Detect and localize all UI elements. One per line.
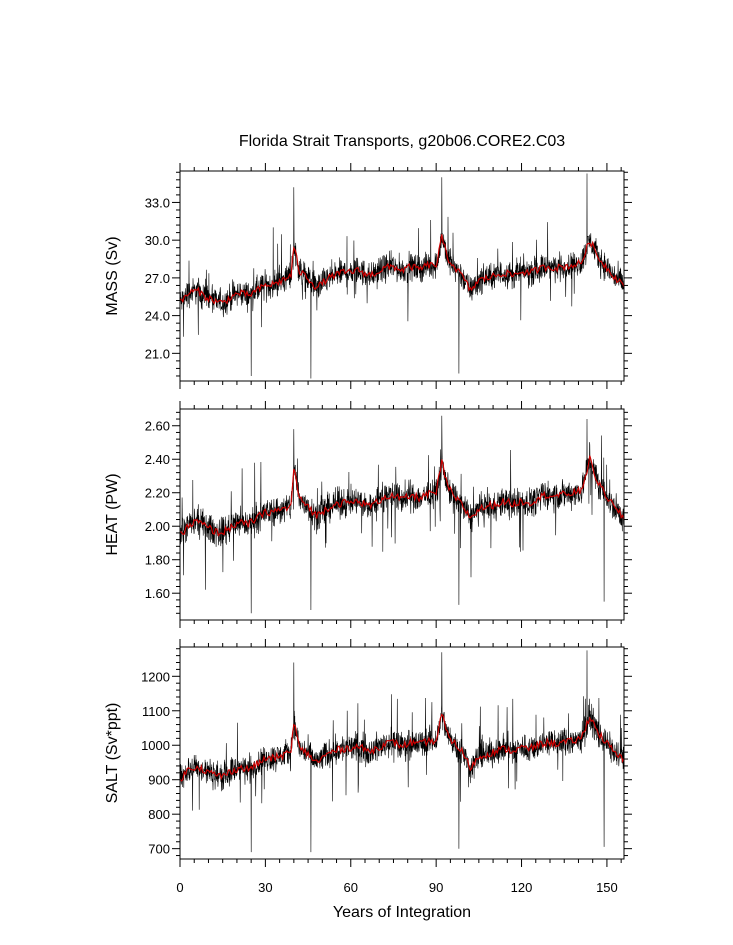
x-tick-label: 30 (258, 880, 272, 895)
chart-title: Florida Strait Transports, g20b06.CORE2.… (239, 133, 565, 150)
mass-raw-series-line (180, 173, 624, 379)
heat-y-tick-label: 2.00 (145, 519, 170, 534)
heat-y-tick-label: 1.80 (145, 553, 170, 568)
mass-y-tick-label: 27.0 (145, 271, 170, 286)
mass-y-axis-title: MASS (Sv) (104, 236, 121, 315)
mass-y-tick-label: 30.0 (145, 233, 170, 248)
salt-y-tick-label: 700 (148, 842, 170, 857)
heat-y-tick-label: 2.20 (145, 486, 170, 501)
mass-y-tick-label: 21.0 (145, 346, 170, 361)
mass-plot-frame (179, 170, 625, 382)
x-tick-label: 150 (596, 880, 618, 895)
mass-smoothed-series-line (180, 234, 624, 305)
salt-panel: 700 800 900 1000 1100 1200 SALT (Sv*ppt) 0 30 60 9… (104, 639, 632, 895)
heat-y-tick-label: 1.60 (145, 586, 170, 601)
mass-y-tick-label: 33.0 (145, 195, 170, 210)
heat-y-axis-title: HEAT (PW) (104, 473, 121, 555)
x-tick-label: 60 (344, 880, 358, 895)
salt-raw-series-line (180, 650, 624, 853)
heat-panel: 1.60 1.80 2.00 2.20 2.40 2.60 HEAT (PW) (104, 401, 632, 628)
x-tick-label: 0 (176, 880, 183, 895)
salt-y-tick-label: 1100 (142, 704, 170, 719)
mass-panel: 21.0 24.0 27.0 30.0 33.0 MASS (Sv) (104, 163, 632, 389)
x-tick-label: 90 (429, 880, 443, 895)
salt-smoothed-series-line (180, 713, 624, 782)
mass-y-tick-label: 24.0 (145, 309, 170, 324)
salt-y-tick-label: 1000 (141, 738, 170, 753)
salt-y-tick-label: 1200 (141, 669, 170, 684)
salt-y-axis-title: SALT (Sv*ppt) (104, 703, 121, 804)
heat-raw-series-line (180, 415, 624, 614)
heat-y-tick-label: 2.40 (145, 452, 170, 467)
heat-y-tick-label: 2.60 (145, 419, 170, 434)
salt-y-tick-label: 900 (148, 773, 170, 788)
salt-y-tick-label: 800 (148, 807, 170, 822)
heat-smoothed-series-line (180, 455, 624, 537)
heat-plot-frame (179, 408, 625, 621)
x-tick-label: 120 (511, 880, 533, 895)
salt-plot-frame (179, 646, 625, 860)
x-axis-title: Years of Integration (333, 904, 471, 921)
